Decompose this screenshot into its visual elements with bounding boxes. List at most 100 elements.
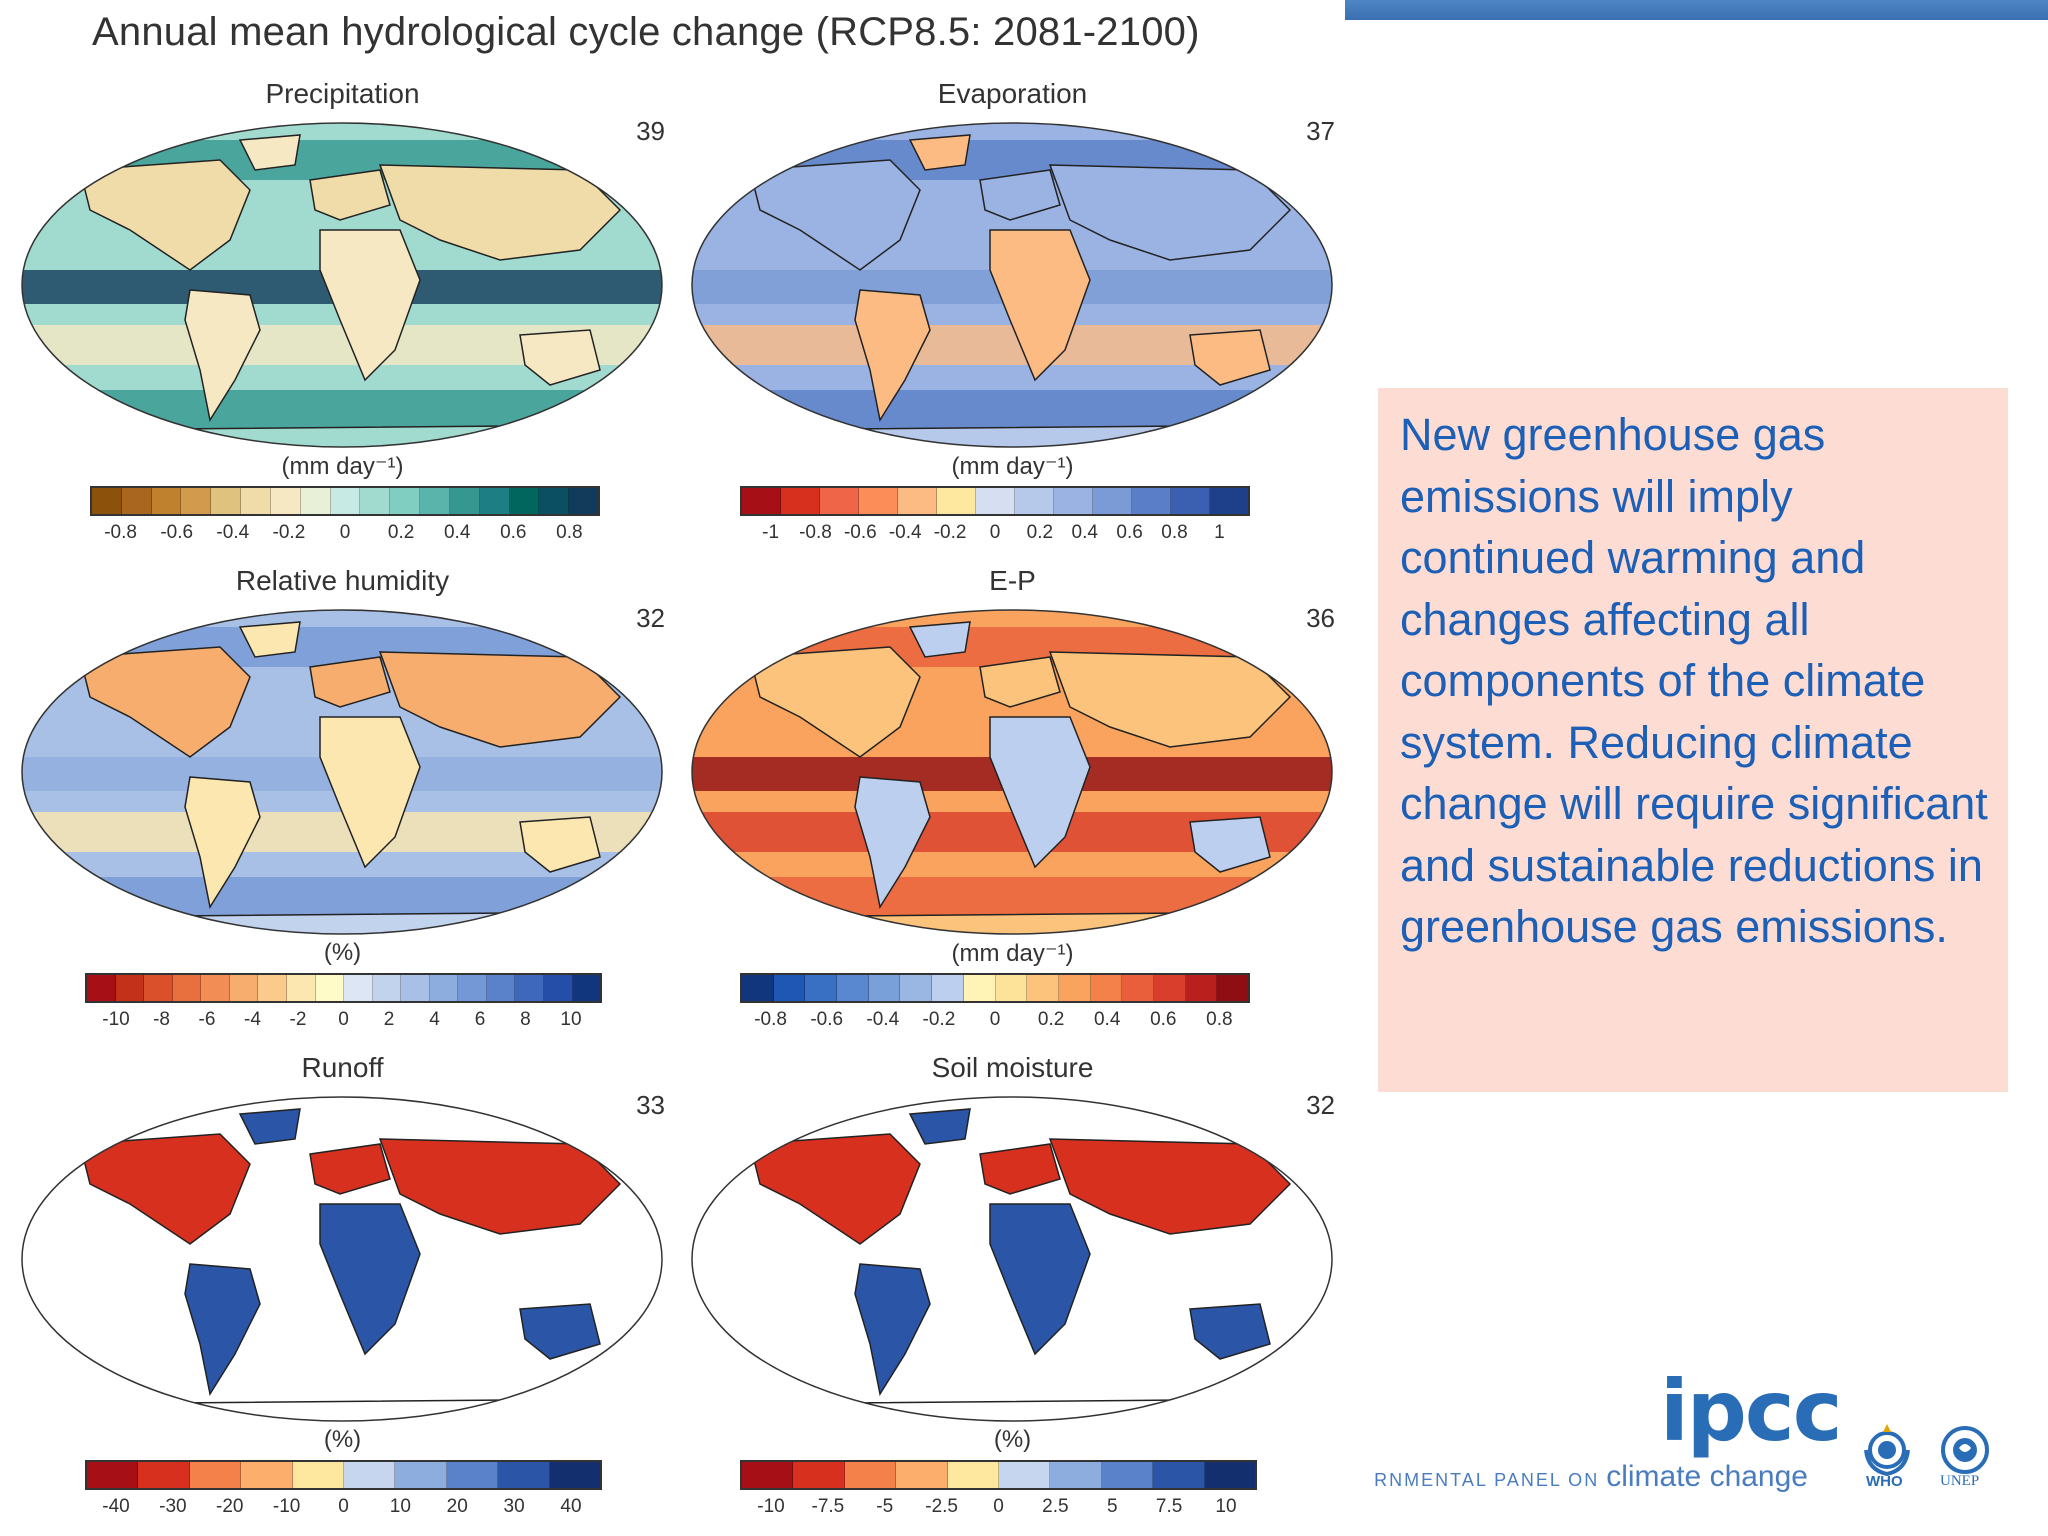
colorbar-swatch — [742, 975, 774, 1001]
colorbar-swatch — [781, 488, 820, 514]
colorbar-tick-label: 7.5 — [1155, 1496, 1183, 1517]
colorbar-swatch — [1093, 488, 1132, 514]
colorbar-swatch — [270, 488, 301, 514]
colorbar-ticks: -0.8 -0.6 -0.4 -0.2 0 0.2 0.4 0.6 0.8 — [740, 1009, 1250, 1033]
colorbar-swatch — [1204, 1462, 1256, 1488]
colorbar-swatch — [138, 1462, 190, 1488]
panel-title: Runoff — [301, 1052, 384, 1083]
colorbar-swatch — [976, 488, 1015, 514]
colorbar-swatch — [372, 975, 402, 1001]
colorbar-swatch — [211, 488, 242, 514]
colorbar-swatch — [144, 975, 173, 1001]
colorbar-swatch — [1058, 975, 1091, 1001]
colorbar-swatch — [549, 1462, 601, 1488]
colorbar-tick-label: 8 — [520, 1009, 531, 1030]
colorbar-swatch — [498, 1462, 550, 1488]
colorbar-tick-label: 0.6 — [1116, 522, 1143, 543]
unit-label: (mm day⁻¹) — [951, 940, 1074, 967]
colorbar-swatch — [947, 1462, 1000, 1488]
continent-north-america — [79, 1133, 251, 1245]
colorbar-tick-label: 40 — [560, 1496, 582, 1517]
colorbar-swatch — [1210, 488, 1248, 514]
unit-label: (%) — [323, 939, 362, 966]
colorbar-tick-label: -40 — [102, 1496, 130, 1517]
colorbar-swatch — [1015, 488, 1054, 514]
colorbar-ticks: -0.8 -0.6 -0.4 -0.2 0 0.2 0.4 0.6 0.8 — [90, 522, 600, 546]
colorbar-swatch — [486, 975, 516, 1001]
colorbar-tick-label: 0.4 — [1093, 1009, 1121, 1030]
continent-greenland — [238, 1108, 301, 1145]
continent-europe — [979, 169, 1061, 221]
colorbar-tick-label: -0.6 — [160, 522, 194, 543]
colorbar-swatch — [1027, 975, 1059, 1001]
colorbar-swatch — [429, 975, 459, 1001]
colorbar-swatch — [509, 488, 540, 514]
colorbar-tick-label: 0 — [989, 1009, 1001, 1030]
world-map-e-p — [691, 609, 1333, 935]
colorbar-swatch — [241, 488, 271, 514]
colorbar — [740, 1460, 1257, 1490]
colorbar-swatch — [868, 975, 901, 1001]
continent-north-america — [749, 646, 921, 758]
unep-caption: UNEP — [1940, 1473, 1980, 1489]
unit-label: (mm day⁻¹) — [951, 453, 1074, 480]
colorbar-swatch — [300, 488, 331, 514]
colorbar-tick-label: -4 — [244, 1009, 261, 1030]
colorbar-tick-label: -0.8 — [754, 1009, 787, 1030]
colorbar-swatch — [1090, 975, 1123, 1001]
colorbar-swatch — [572, 975, 601, 1001]
continent-north-america — [79, 646, 251, 758]
who-caption: WHO — [1866, 1473, 1903, 1490]
colorbar-tick-label: 0.4 — [443, 522, 471, 543]
colorbar-swatch — [773, 975, 806, 1001]
continent-south-america — [854, 289, 931, 422]
ipcc-tagline-left: RNMENTAL PANEL ON — [1374, 1470, 1600, 1490]
colorbar-tick-label: -10 — [102, 1009, 130, 1030]
model-count: 39 — [636, 116, 665, 146]
colorbar-tick-label: -6 — [198, 1009, 216, 1030]
colorbar-swatch — [121, 488, 152, 514]
continent-south-america — [184, 289, 261, 422]
colorbar-tick-label: 0.8 — [1161, 522, 1188, 543]
continent-greenland — [908, 1108, 971, 1145]
colorbar-swatch — [1153, 1462, 1205, 1488]
colorbar-tick-label: -0.4 — [216, 522, 250, 543]
unit-label: (%) — [993, 1426, 1032, 1453]
world-map-evaporation — [691, 122, 1333, 448]
colorbar-swatch — [742, 1462, 794, 1488]
ipcc-tagline: RNMENTAL PANEL ON climate change — [1348, 1460, 1808, 1494]
colorbar-swatch — [258, 975, 287, 1001]
colorbar-swatch — [900, 975, 933, 1001]
colorbar-tick-label: -0.2 — [272, 522, 306, 543]
unit-label: (mm day⁻¹) — [281, 453, 404, 480]
colorbar-tick-label: 1 — [1214, 522, 1225, 543]
colorbar-swatch — [1050, 1462, 1102, 1488]
colorbar — [740, 486, 1250, 516]
colorbar-swatch — [896, 1462, 948, 1488]
colorbar-tick-label: 0.6 — [500, 522, 527, 543]
colorbar-swatch — [1132, 488, 1171, 514]
colorbar-ticks: -10 -8 -6 -4 -2 0 2 4 6 8 10 — [85, 1009, 602, 1033]
colorbar-swatch — [742, 488, 781, 514]
continent-greenland — [908, 621, 971, 658]
colorbar-swatch — [446, 1462, 499, 1488]
world-map-runoff — [21, 1096, 663, 1422]
colorbar-tick-label: -0.8 — [799, 522, 832, 543]
world-map-soil-moisture — [691, 1096, 1333, 1422]
figure-title: Annual mean hydrological cycle change (R… — [92, 10, 1200, 54]
colorbar-swatch — [344, 1462, 396, 1488]
colorbar-swatch — [420, 488, 450, 514]
colorbar-tick-label: -2.5 — [925, 1496, 958, 1517]
colorbar-tick-label: -0.2 — [933, 522, 967, 543]
colorbar-tick-label: 2.5 — [1042, 1496, 1069, 1517]
map-panel-evaporation: Evaporation 37 (mm day⁻¹) -1 -0.8 -0.6 -0.4 -0.… — [680, 78, 1345, 558]
colorbar-tick-label: 0.2 — [1026, 522, 1054, 543]
colorbar-swatch — [172, 975, 202, 1001]
colorbar-swatch — [292, 1462, 345, 1488]
colorbar-tick-label: -0.8 — [104, 522, 137, 543]
continent-australia — [519, 329, 601, 386]
colorbar-swatch — [963, 975, 996, 1001]
model-count: 32 — [636, 603, 665, 633]
colorbar-swatch — [1122, 975, 1154, 1001]
continent-africa — [989, 229, 1091, 382]
